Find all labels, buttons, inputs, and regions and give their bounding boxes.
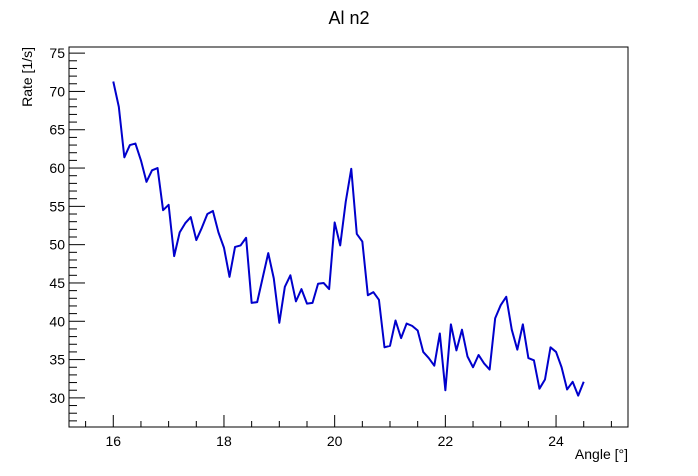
x-tick-label: 16: [105, 433, 121, 449]
y-axis-ticks: [69, 52, 85, 422]
y-tick-label: 60: [49, 160, 65, 176]
series-group: [112, 81, 585, 397]
x-tick-label: 22: [438, 433, 454, 449]
y-tick-label: 50: [49, 237, 65, 253]
series-line: [112, 81, 585, 397]
plot-frame: [68, 46, 629, 428]
y-tick-label: 45: [49, 275, 65, 291]
x-axis-ticks: [85, 415, 612, 427]
x-tick-label: 24: [548, 433, 564, 449]
chart-title: Al n2: [328, 8, 369, 28]
x-axis-title: Angle [°]: [575, 446, 628, 462]
y-tick-label: 35: [49, 352, 65, 368]
x-tick-label: 18: [216, 433, 232, 449]
y-axis-title: Rate [1/s]: [19, 47, 35, 107]
y-tick-label: 40: [49, 313, 65, 329]
y-axis-tick-labels: 30 35 40 45 50 55 60 65 70 75: [49, 45, 65, 406]
x-axis-tick-labels: 16 18 20 22 24: [105, 433, 564, 449]
y-tick-label: 65: [49, 122, 65, 138]
y-tick-label: 75: [49, 45, 65, 61]
y-tick-label: 70: [49, 83, 65, 99]
y-tick-label: 55: [49, 198, 65, 214]
x-tick-label: 20: [327, 433, 343, 449]
y-tick-label: 30: [49, 390, 65, 406]
